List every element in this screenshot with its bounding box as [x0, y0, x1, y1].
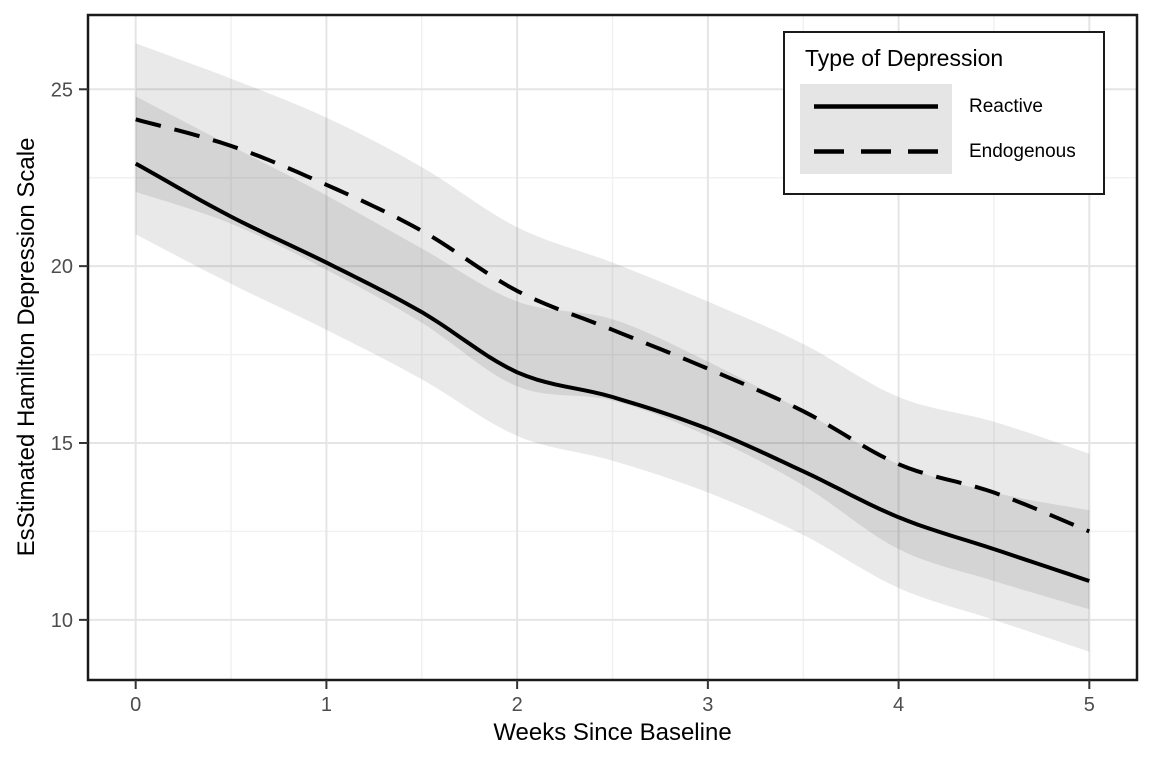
- trend-line-endogenous: [135, 117, 1091, 534]
- x-tick-label: 4: [893, 694, 904, 716]
- legend-label: Endogenous: [969, 140, 1076, 162]
- x-tick-label: 0: [130, 694, 141, 716]
- solid-line-key-icon: [800, 84, 952, 129]
- legend: Type of Depression Reactive Endogenous: [783, 31, 1105, 195]
- trend-line-reactive: [134, 161, 1090, 583]
- y-tick-label: 25: [51, 79, 73, 101]
- x-tick-label: 3: [702, 694, 713, 716]
- legend-rows: Reactive Endogenous: [800, 84, 1103, 174]
- confidence-band-endogenous: [135, 43, 1090, 610]
- x-tick-label: 2: [512, 694, 523, 716]
- x-axis-title: Weeks Since Baseline: [493, 719, 732, 746]
- legend-entry-endogenous: Endogenous: [800, 129, 1103, 174]
- x-tick-label: 5: [1084, 694, 1095, 716]
- x-tick-label: 1: [321, 694, 332, 716]
- dashed-line-key-icon: [800, 129, 952, 174]
- confidence-band-reactive: [135, 96, 1090, 652]
- y-tick-label: 20: [51, 256, 73, 278]
- legend-entry-reactive: Reactive: [800, 84, 1103, 129]
- y-tick-label: 10: [51, 610, 73, 632]
- y-tick-label: 15: [51, 433, 73, 455]
- y-axis-title: EsStimated Hamilton Depression Scale: [13, 137, 40, 557]
- legend-label: Reactive: [969, 95, 1043, 117]
- panel-border: [86, 13, 1139, 682]
- legend-title: Type of Depression: [805, 45, 1004, 71]
